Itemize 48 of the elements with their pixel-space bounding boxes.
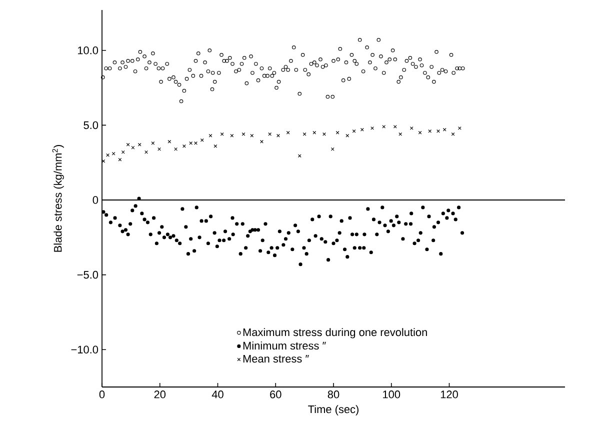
point (242, 132, 246, 136)
point (322, 132, 326, 136)
point (260, 140, 264, 144)
point (112, 152, 116, 156)
point (168, 140, 172, 144)
y-tick-label: 10.0 (78, 46, 98, 54)
legend-label: Minimum stress ″ (243, 342, 326, 350)
point (230, 134, 234, 138)
point (410, 126, 414, 130)
legend-label: Maximum stress during one revolution (243, 328, 427, 338)
y-axis-title: Blade stress (kg/mm$^{2}$) (52, 145, 64, 252)
point (250, 134, 254, 138)
point (442, 128, 446, 132)
point (286, 130, 290, 134)
x-axis-title: Time (sec) (308, 405, 358, 416)
point (436, 129, 440, 133)
point (451, 132, 455, 136)
x-tick-label: 80 (328, 390, 340, 398)
point (106, 153, 110, 157)
point (174, 147, 178, 151)
point (126, 142, 130, 146)
point (151, 141, 155, 145)
x-tick-label: 100 (383, 390, 400, 398)
point (312, 130, 316, 134)
point (131, 146, 135, 150)
point (276, 134, 280, 138)
point (346, 134, 350, 138)
point (352, 129, 356, 133)
y-tick-label: −5.0 (77, 270, 98, 279)
legend-label: Mean stress ″ (243, 354, 309, 363)
x-tick-label: 60 (270, 390, 282, 398)
point (336, 130, 340, 134)
point (182, 144, 186, 148)
y-tick-label: 0 (92, 196, 98, 204)
point (158, 147, 162, 151)
y-tick-label: 5.0 (84, 121, 98, 130)
point (393, 124, 397, 128)
point (302, 132, 306, 136)
x-tick-label: 20 (154, 390, 166, 398)
point (144, 150, 148, 154)
y-tick-label: −10.0 (71, 346, 98, 354)
point (214, 144, 218, 148)
x-tick-label: 40 (212, 390, 224, 398)
point (208, 134, 212, 138)
x-tick-label: 120 (440, 390, 458, 398)
x-tick-label: 0 (99, 390, 105, 398)
point (418, 130, 422, 134)
point (220, 132, 224, 136)
